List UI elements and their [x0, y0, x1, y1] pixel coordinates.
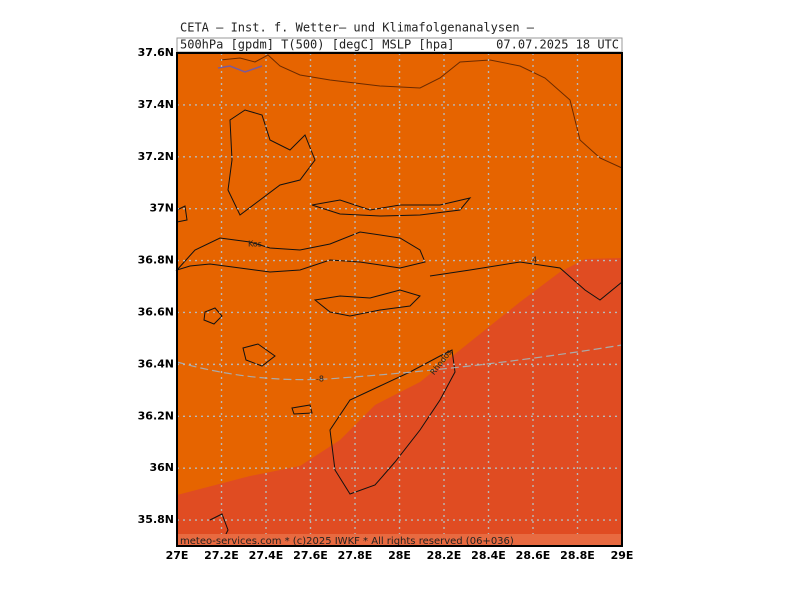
coastline [219, 54, 623, 169]
x-tick-label: 28E [388, 549, 411, 562]
x-tick-label: 27.2E [204, 549, 239, 562]
y-tick-label: 37.2N [138, 150, 174, 163]
y-tick-label: 36.4N [138, 357, 174, 370]
y-tick-label: 37.4N [138, 98, 174, 111]
x-tick-label: 28.4E [471, 549, 506, 562]
y-tick-label: 36.6N [138, 305, 174, 318]
x-tick-label: 27E [166, 549, 189, 562]
place-label: Kos [248, 240, 262, 249]
x-tick-label: 27.6E [293, 549, 328, 562]
header-fields: 500hPa [gpdm] T(500) [degC] MSLP [hpa] [180, 38, 455, 52]
y-tick-label: 37.6N [138, 46, 174, 59]
footer: meteo-services.com * (c)2025 IWKF * All … [180, 536, 514, 547]
x-tick-label: 28.6E [516, 549, 551, 562]
island [176, 205, 188, 223]
x-tick-label: 28.2E [427, 549, 462, 562]
coastline [311, 197, 472, 217]
frame [176, 52, 623, 547]
isotherm [176, 344, 623, 381]
y-tick-label: 35.8N [138, 513, 174, 526]
x-tick-label: 28.8E [560, 549, 595, 562]
y-tick-label: 36.8N [138, 254, 174, 267]
x-tick-label: 27.8E [338, 549, 373, 562]
island [242, 343, 276, 367]
header-title: CETA — Inst. f. Wetter— und Klimafolgena… [180, 21, 535, 35]
x-tick-label: 29E [611, 549, 634, 562]
footer-strip [177, 534, 622, 546]
contour-label: -8 [316, 375, 324, 384]
coastline [227, 109, 316, 216]
island [291, 404, 313, 415]
island [313, 289, 421, 317]
x-tick-label: 27.4E [249, 549, 284, 562]
coastline [429, 261, 623, 301]
coastline [217, 65, 263, 73]
y-tick-label: 37N [149, 202, 174, 215]
island [203, 307, 223, 325]
contour-label: 4 [532, 256, 537, 265]
plot-area: meteo-services.com * (c)2025 IWKF * All … [175, 52, 623, 547]
y-tick-label: 36N [149, 461, 174, 474]
island-kos [175, 231, 426, 273]
header-time: 07.07.2025 18 UTC [496, 38, 619, 52]
y-tick-label: 36.2N [138, 409, 174, 422]
